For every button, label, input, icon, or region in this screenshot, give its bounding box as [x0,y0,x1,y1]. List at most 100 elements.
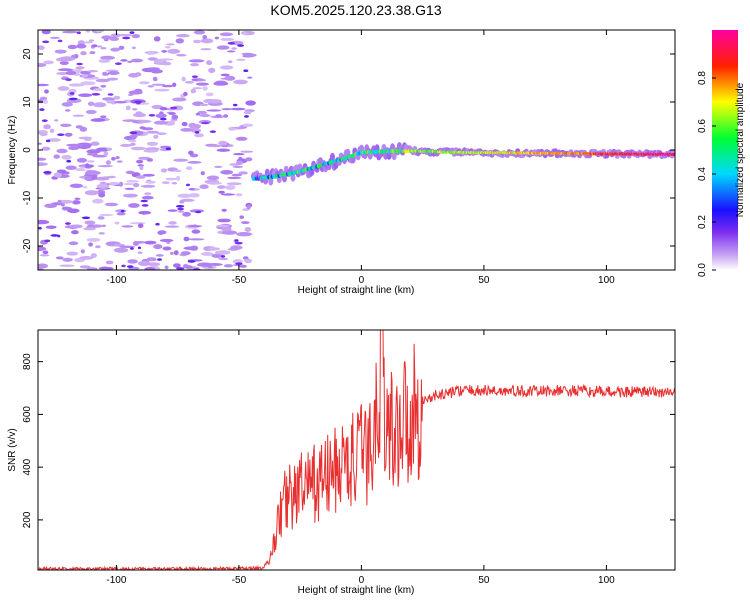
noise-blob [44,89,49,94]
noise-blob [216,45,230,50]
noise-blob [39,254,50,257]
noise-blob [241,221,250,225]
y-tick-label: -20 [22,238,33,253]
noise-peak [191,75,198,78]
noise-peak [127,265,134,268]
noise-blob [85,30,91,33]
noise-blob [166,241,171,244]
noise-blob [133,112,146,118]
noise-blob [146,130,160,134]
noise-blob [115,156,120,160]
noise-peak [187,260,196,263]
noise-peak [66,159,72,163]
noise-blob [74,197,81,200]
noise-blob [200,38,214,44]
noise-blob [171,181,178,185]
noise-peak [41,119,48,122]
noise-blob [79,256,94,260]
noise-blob [144,240,157,245]
noise-blob [53,172,62,178]
noise-blob [239,215,244,219]
noise-blob [139,165,144,171]
noise-blob [161,84,174,88]
noise-blob [137,223,144,228]
noise-blob [177,193,193,198]
noise-peak [201,121,210,125]
noise-blob [88,242,93,247]
noise-peak [155,222,160,226]
noise-blob [189,123,201,129]
noise-blob [107,71,120,75]
noise-blob [146,51,156,55]
noise-blob [146,141,159,146]
noise-blob [100,115,107,119]
noise-blob [161,181,170,185]
noise-blob [182,211,192,217]
noise-peak [234,239,239,242]
noise-peak [39,108,45,111]
noise-blob [57,68,74,72]
noise-blob [38,142,42,145]
noise-blob [38,45,45,50]
noise-blob [142,173,155,177]
noise-blob [216,148,231,152]
noise-blob [94,30,105,33]
noise-blob [38,219,50,225]
noise-blob [128,90,143,95]
noise-blob [86,152,98,156]
noise-blob [199,114,211,117]
noise-peak [141,204,149,207]
y-tick-label: 200 [22,511,33,528]
noise-blob [65,109,71,112]
noise-blob [68,146,80,151]
noise-blob [114,221,120,225]
noise-blob [117,33,133,37]
noise-blob [59,61,69,65]
noise-peak [148,114,156,117]
noise-blob [190,88,196,94]
noise-blob [169,251,174,255]
noise-blob [220,73,230,77]
noise-blob [125,180,139,183]
noise-blob [98,266,114,270]
spectrogram-x-label: Height of straight line (km) [298,285,415,296]
noise-blob [90,141,100,146]
noise-blob [172,97,187,102]
ridge-cell [671,152,675,156]
noise-blob [120,59,128,62]
noise-blob [200,171,205,176]
noise-blob [67,208,80,214]
noise-blob [214,36,219,40]
noise-blob [68,241,79,246]
noise-blob [221,230,238,235]
x-tick-label: -100 [106,275,126,286]
noise-blob [137,119,152,123]
y-tick-label: 800 [22,353,33,370]
noise-blob [86,267,98,270]
noise-blob [202,35,208,40]
noise-peak [122,36,131,40]
noise-blob [102,224,106,227]
noise-blob [98,213,114,217]
noise-blob [101,35,112,40]
noise-blob [211,144,222,148]
noise-peak [81,216,91,220]
noise-blob [138,210,152,215]
y-tick-label: 0 [22,147,33,153]
noise-blob [245,100,256,106]
noise-peak [129,31,135,34]
noise-blob [243,53,257,57]
noise-blob [184,265,193,269]
noise-blob [69,183,83,188]
noise-blob [96,183,110,189]
noise-blob [130,142,136,146]
noise-blob [92,198,104,204]
noise-blob [79,165,87,168]
noise-blob [235,193,243,197]
noise-blob [221,193,236,196]
noise-blob [159,58,174,61]
snr-x-axis: -100 -50 0 50 100 [106,330,615,586]
noise-blob [165,177,178,181]
x-tick-label: 50 [478,575,490,586]
